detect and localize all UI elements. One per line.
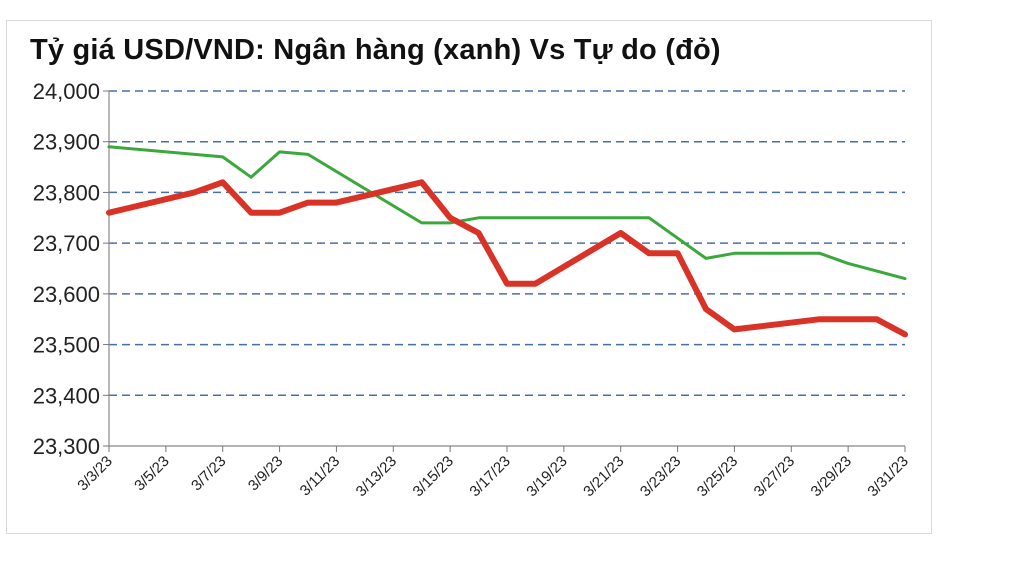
series-line-red — [106, 179, 908, 338]
x-tick-label: 3/21/23 — [580, 453, 627, 500]
x-tick-label: 3/25/23 — [694, 453, 741, 500]
x-tick-label: 3/27/23 — [751, 453, 798, 500]
y-tick-label: 23,500 — [33, 333, 100, 358]
x-tick-label: 3/7/23 — [188, 453, 230, 495]
chart-title: Tỷ giá USD/VND: Ngân hàng (xanh) Vs Tự d… — [30, 34, 721, 66]
y-tick-label: 23,400 — [33, 383, 100, 408]
x-tick-label: 3/31/23 — [864, 453, 911, 500]
x-tick-label: 3/9/23 — [245, 453, 287, 495]
y-tick-label: 23,800 — [33, 180, 100, 205]
x-tick-label: 3/19/23 — [523, 453, 570, 500]
series-line-green — [107, 145, 907, 281]
chart-frame — [6, 20, 932, 534]
y-tick-label: 24,000 — [33, 79, 100, 104]
x-tick-label: 3/13/23 — [353, 453, 400, 500]
y-tick-label: 23,900 — [33, 130, 100, 155]
y-tick-label: 23,600 — [33, 282, 100, 307]
x-tick-label: 3/23/23 — [637, 453, 684, 500]
y-tick-label: 23,700 — [33, 231, 100, 256]
x-tick-label: 3/5/23 — [131, 453, 173, 495]
series-lines — [106, 145, 908, 338]
x-axis-ticks: 3/3/23 3/5/23 3/7/23 3/9/23 3/11/23 3/13/23 3/… — [74, 446, 912, 500]
x-tick-label: 3/3/23 — [74, 453, 116, 495]
x-tick-label: 3/29/23 — [808, 453, 855, 500]
x-tick-label: 3/11/23 — [297, 453, 344, 500]
y-tick-label: 23,300 — [33, 434, 100, 459]
axes — [108, 91, 905, 447]
x-tick-label: 3/17/23 — [466, 453, 513, 500]
y-axis-ticks: 23,300 23,400 23,500 23,600 23,700 23,800 23,9… — [33, 79, 109, 459]
gridlines — [109, 90, 905, 397]
x-tick-label: 3/15/23 — [410, 453, 457, 500]
